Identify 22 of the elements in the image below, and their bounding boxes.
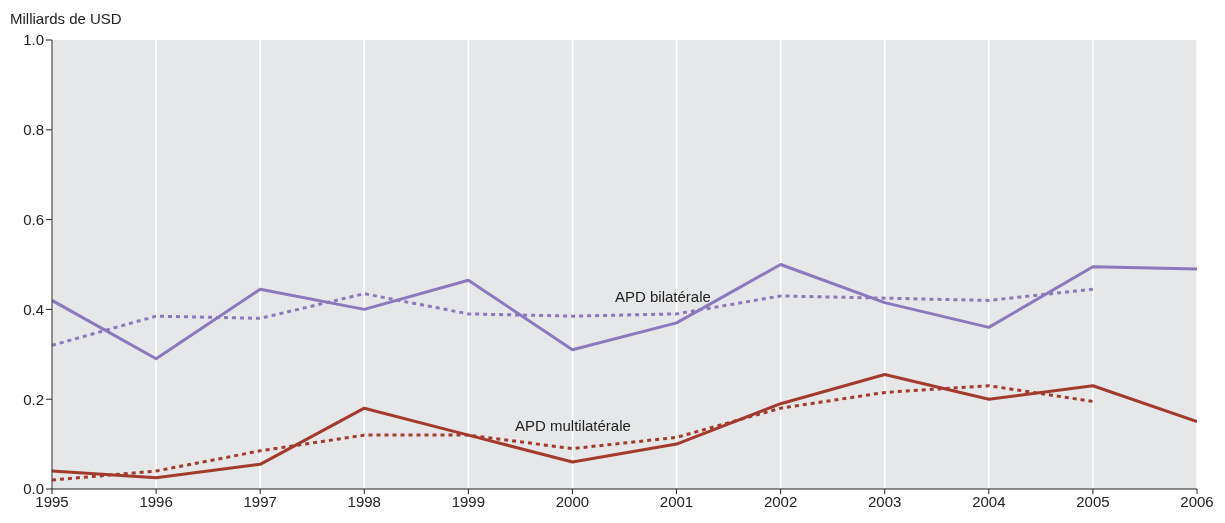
x-tick-label: 1997	[243, 492, 277, 510]
x-tick-label: 2005	[1076, 492, 1110, 510]
x-tick-label: 2001	[659, 492, 694, 510]
annotation: APD multilatérale	[515, 417, 631, 434]
y-tick-label: 0.0	[23, 480, 44, 498]
y-axis-title: Milliards de USD	[10, 10, 122, 27]
x-tick-label: 2003	[868, 492, 902, 510]
line-series	[52, 373, 1197, 480]
y-tick-label: 0.4	[23, 300, 44, 318]
x-tick-label: 1996	[139, 492, 173, 510]
y-tick-label: 0.6	[23, 210, 44, 228]
annotation: APD bilatérale	[615, 288, 711, 305]
y-tick-label: 1.0	[23, 31, 44, 49]
x-tick-label: 1999	[451, 492, 486, 510]
x-tick-label: 1998	[347, 492, 381, 510]
x-tick-label: 2004	[972, 492, 1006, 510]
line-series	[52, 263, 1197, 361]
y-tick-label: 0.2	[23, 390, 44, 408]
x-tick-label: 2006	[1180, 492, 1214, 510]
y-tick-label: 0.8	[23, 121, 44, 139]
x-tick-label: 2002	[763, 492, 798, 510]
x-tick-label: 2000	[555, 492, 590, 510]
